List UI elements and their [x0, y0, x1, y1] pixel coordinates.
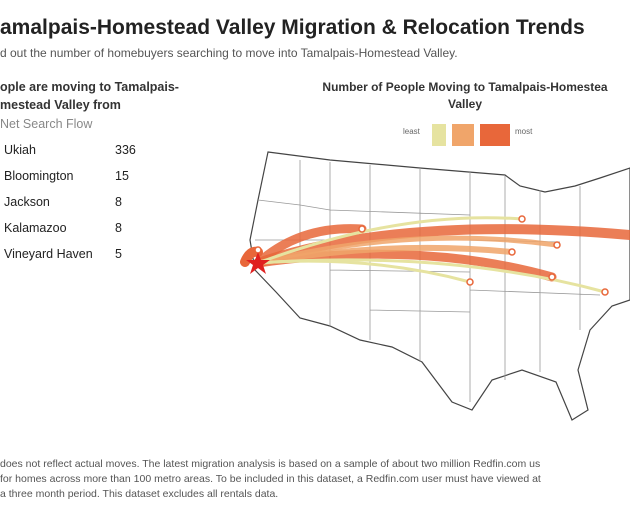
city-name: Bloomington	[4, 169, 74, 183]
footnote: does not reflect actual moves. The lates…	[0, 458, 541, 470]
city-name: Ukiah	[4, 143, 36, 157]
search-flow: 336	[115, 143, 136, 157]
search-flow: 5	[115, 247, 122, 261]
legend-swatch	[452, 124, 474, 146]
search-flow: 8	[115, 195, 122, 209]
map-title: Valley	[447, 97, 483, 111]
legend-swatch	[432, 124, 446, 146]
search-flow: 15	[115, 169, 129, 183]
legend-swatch	[480, 124, 510, 146]
city-name: Kalamazoo	[4, 221, 67, 235]
legend-label: most	[515, 127, 533, 136]
table-title: ople are moving to Tamalpais-	[0, 80, 179, 94]
footnote: a three month period. This dataset exclu…	[0, 488, 279, 500]
footnote: for homes across more than 100 metro are…	[0, 473, 541, 485]
subtitle: d out the number of homebuyers searching…	[0, 46, 458, 60]
table-title: mestead Valley from	[0, 98, 121, 112]
flow-endpoints	[254, 215, 609, 296]
map	[240, 124, 630, 421]
us-outline	[249, 151, 630, 421]
search-flow: 8	[115, 221, 122, 235]
map-title: Number of People Moving to Tamalpais-Hom…	[322, 80, 608, 94]
legend-label: least	[403, 127, 420, 136]
column-header: Net Search Flow	[0, 117, 93, 131]
page-title: amalpais-Homestead Valley Migration & Re…	[0, 16, 585, 39]
destination-star	[246, 252, 270, 274]
city-name: Vineyard Haven	[4, 247, 93, 261]
city-name: Jackson	[4, 195, 50, 209]
